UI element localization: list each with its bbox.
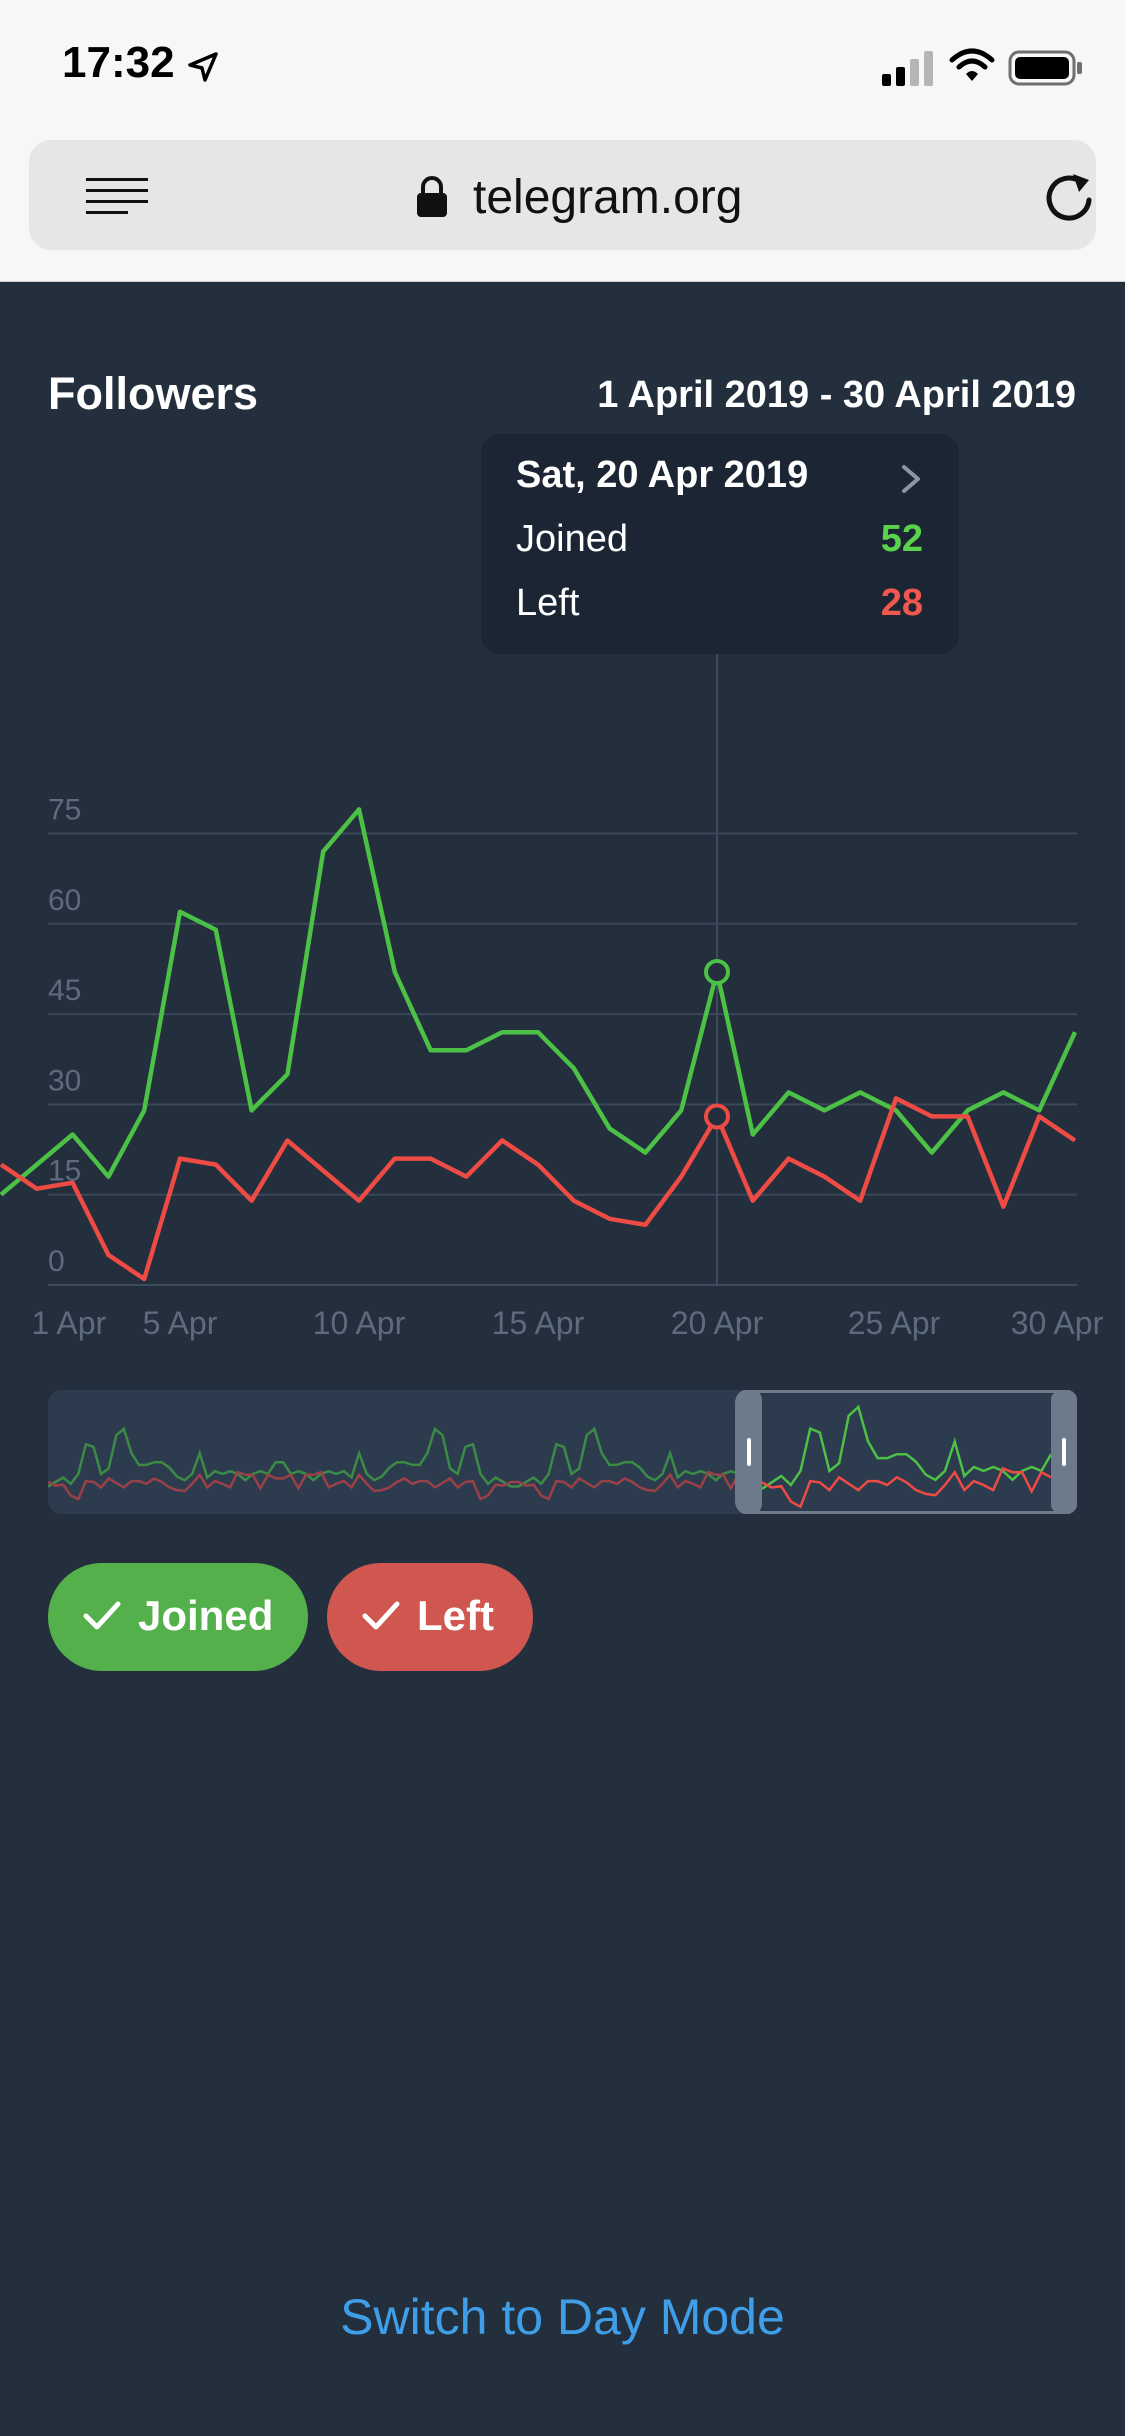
tooltip-date: Sat, 20 Apr 2019 <box>516 454 809 496</box>
checkmark-icon <box>83 1601 121 1630</box>
series-line-joined <box>0 807 1078 1197</box>
signal-icon <box>882 51 933 86</box>
navigator-preview[interactable] <box>48 1390 1077 1514</box>
series-line-left <box>0 1096 1077 1282</box>
y-tick-label: 60 <box>48 884 81 917</box>
left-toggle-label: Left <box>417 1592 494 1639</box>
lock-icon <box>417 176 447 217</box>
navigator-right-grip <box>1062 1438 1066 1466</box>
wifi-icon <box>949 48 995 81</box>
status-time: 17:32 <box>62 38 175 87</box>
x-tick-label: 5 Apr <box>142 1305 218 1341</box>
tooltip-left-label: Left <box>516 582 580 624</box>
x-tick-label: 1 Apr <box>31 1305 107 1341</box>
address-bar[interactable]: telegram.org <box>29 140 1096 250</box>
navigator-line-joined <box>48 1426 748 1488</box>
left-toggle-button[interactable]: Left <box>327 1563 533 1671</box>
navigator-window-line-left <box>761 1466 1052 1509</box>
chart-tooltip[interactable]: Sat, 20 Apr 2019 Joined 52 Left 28 <box>481 434 959 654</box>
x-tick-label: 10 Apr <box>312 1305 406 1341</box>
switch-to-day-mode-link[interactable]: Switch to Day Mode <box>340 2289 785 2345</box>
highlight-point-left <box>704 1103 730 1130</box>
y-tick-label: 45 <box>48 974 81 1007</box>
navigator-background <box>48 1390 1077 1514</box>
checkmark-icon <box>362 1601 400 1630</box>
y-tick-label: 0 <box>48 1245 65 1278</box>
navigator-left-grip <box>747 1438 751 1466</box>
joined-toggle-button[interactable]: Joined <box>48 1563 308 1671</box>
menu-icon[interactable] <box>86 174 148 218</box>
chart-date-range: 1 April 2019 - 30 April 2019 <box>597 374 1076 416</box>
chevron-right-icon[interactable] <box>899 464 923 494</box>
reload-icon[interactable] <box>1045 168 1097 224</box>
chart-title: Followers <box>48 368 259 419</box>
status-bar: 17:32 <box>0 0 1125 140</box>
x-tick-label: 30 Apr <box>1010 1305 1104 1341</box>
battery-icon <box>1008 50 1082 86</box>
location-arrow-icon <box>188 52 218 82</box>
tooltip-joined-value: 52 <box>880 518 923 560</box>
url-text: telegram.org <box>473 171 743 224</box>
highlight-point-joined <box>704 958 730 985</box>
tooltip-left-value: 28 <box>880 582 923 624</box>
x-tick-label: 20 Apr <box>670 1305 764 1341</box>
x-axis-labels: 1 Apr 5 Apr 10 Apr 15 Apr 20 Apr 25 Apr 30 Apr <box>0 1305 1125 1355</box>
range-navigator[interactable] <box>48 1390 1077 1514</box>
x-tick-label: 15 Apr <box>491 1305 585 1341</box>
joined-toggle-label: Joined <box>138 1592 274 1639</box>
tooltip-joined-label: Joined <box>516 518 628 560</box>
y-tick-label: 30 <box>48 1064 81 1097</box>
x-tick-label: 25 Apr <box>847 1305 941 1341</box>
y-tick-label: 75 <box>48 794 81 827</box>
browser-toolbar: telegram.org <box>0 140 1125 282</box>
navigator-line-left <box>48 1470 747 1501</box>
